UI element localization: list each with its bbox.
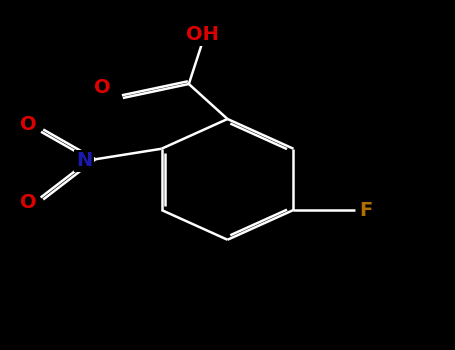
Text: OH: OH [186,26,219,44]
Text: O: O [20,115,36,134]
Text: O: O [94,78,111,97]
Text: F: F [359,201,373,219]
Text: N: N [76,152,92,170]
Text: O: O [20,194,36,212]
